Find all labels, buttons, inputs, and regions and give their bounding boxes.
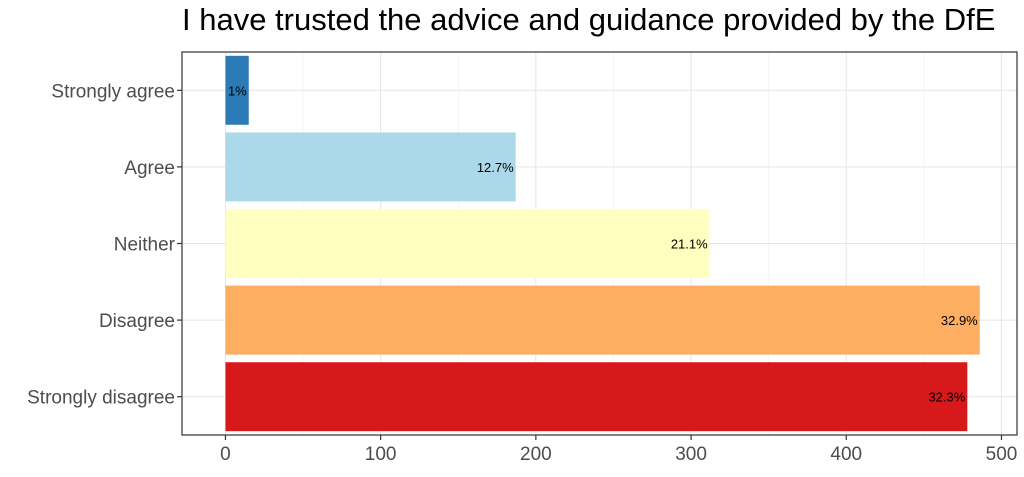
bar-disagree xyxy=(225,285,980,355)
y-tick-label: Strongly disagree xyxy=(27,388,175,409)
data-label: 32.3% xyxy=(928,390,965,405)
data-label: 12.7% xyxy=(477,160,514,175)
bar-agree xyxy=(225,132,516,202)
y-tick-label: Disagree xyxy=(99,311,175,332)
x-tick-label: 300 xyxy=(675,444,707,465)
y-tick-label: Agree xyxy=(124,158,175,179)
bar-strongly-disagree xyxy=(225,362,968,432)
chart-title: I have trusted the advice and guidance p… xyxy=(182,2,996,37)
axes: Strongly agree Agree Neither Disagree Strong… xyxy=(27,81,1017,465)
data-labels: 1% 12.7% 21.1% 32.9% 32.3% xyxy=(228,83,978,404)
bar-strongly-agree xyxy=(225,55,249,125)
y-tick-label: Strongly agree xyxy=(51,81,175,102)
y-tick-label: Neither xyxy=(114,235,176,256)
x-tick-label: 0 xyxy=(220,444,231,465)
x-tick-label: 100 xyxy=(365,444,397,465)
bar-neither xyxy=(225,209,710,278)
x-tick-label: 400 xyxy=(830,444,862,465)
bars xyxy=(225,55,980,432)
x-tick-label: 500 xyxy=(986,444,1018,465)
data-label: 32.9% xyxy=(941,313,978,328)
x-tick-label: 200 xyxy=(520,444,552,465)
data-label: 21.1% xyxy=(671,237,708,252)
data-label: 1% xyxy=(228,83,247,98)
